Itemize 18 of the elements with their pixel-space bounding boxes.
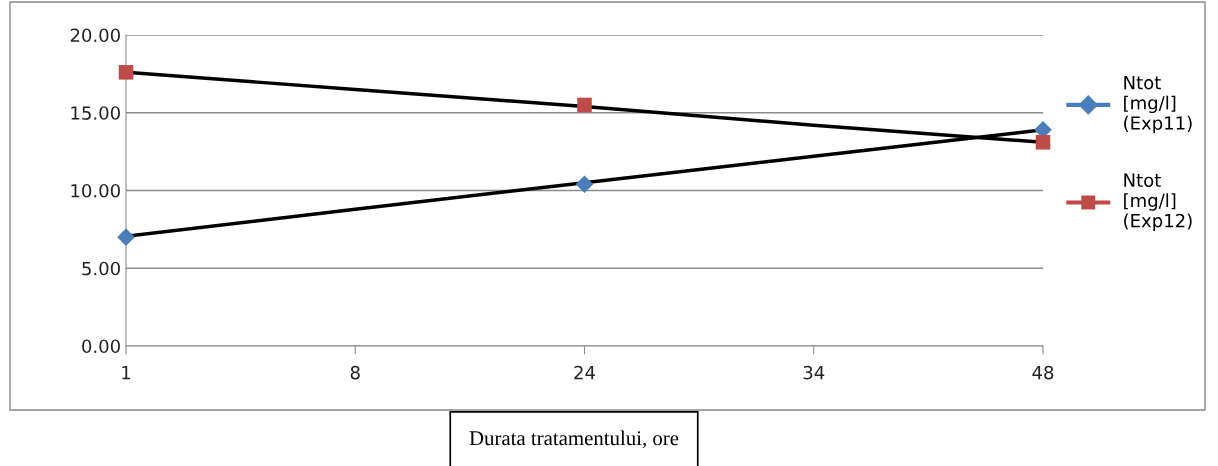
- y-tick-label: 20.00: [70, 28, 120, 43]
- x-tick-label: 24: [574, 365, 595, 380]
- x-tick-label: 1: [122, 366, 131, 380]
- point: [1035, 135, 1051, 150]
- point: [577, 97, 592, 113]
- point: [575, 175, 594, 194]
- x-tick-label: 34: [803, 365, 825, 380]
- x-tick-label: 48: [1032, 365, 1054, 380]
- y-tick-label: 5.00: [82, 261, 120, 276]
- legend-label: Ntot [mg/l] (Exp12): [1124, 173, 1192, 231]
- x-axis-title: Durata tratamentului, ore: [469, 430, 679, 449]
- legend-label: Ntot [mg/l] (Exp11): [1124, 75, 1192, 134]
- point: [118, 65, 134, 80]
- x-tick-label: 8: [350, 365, 360, 380]
- y-tick-label: 15.00: [71, 106, 120, 120]
- y-tick-label: 10.00: [71, 183, 120, 198]
- point: [117, 228, 135, 246]
- y-tick-label: 0.00: [82, 339, 120, 354]
